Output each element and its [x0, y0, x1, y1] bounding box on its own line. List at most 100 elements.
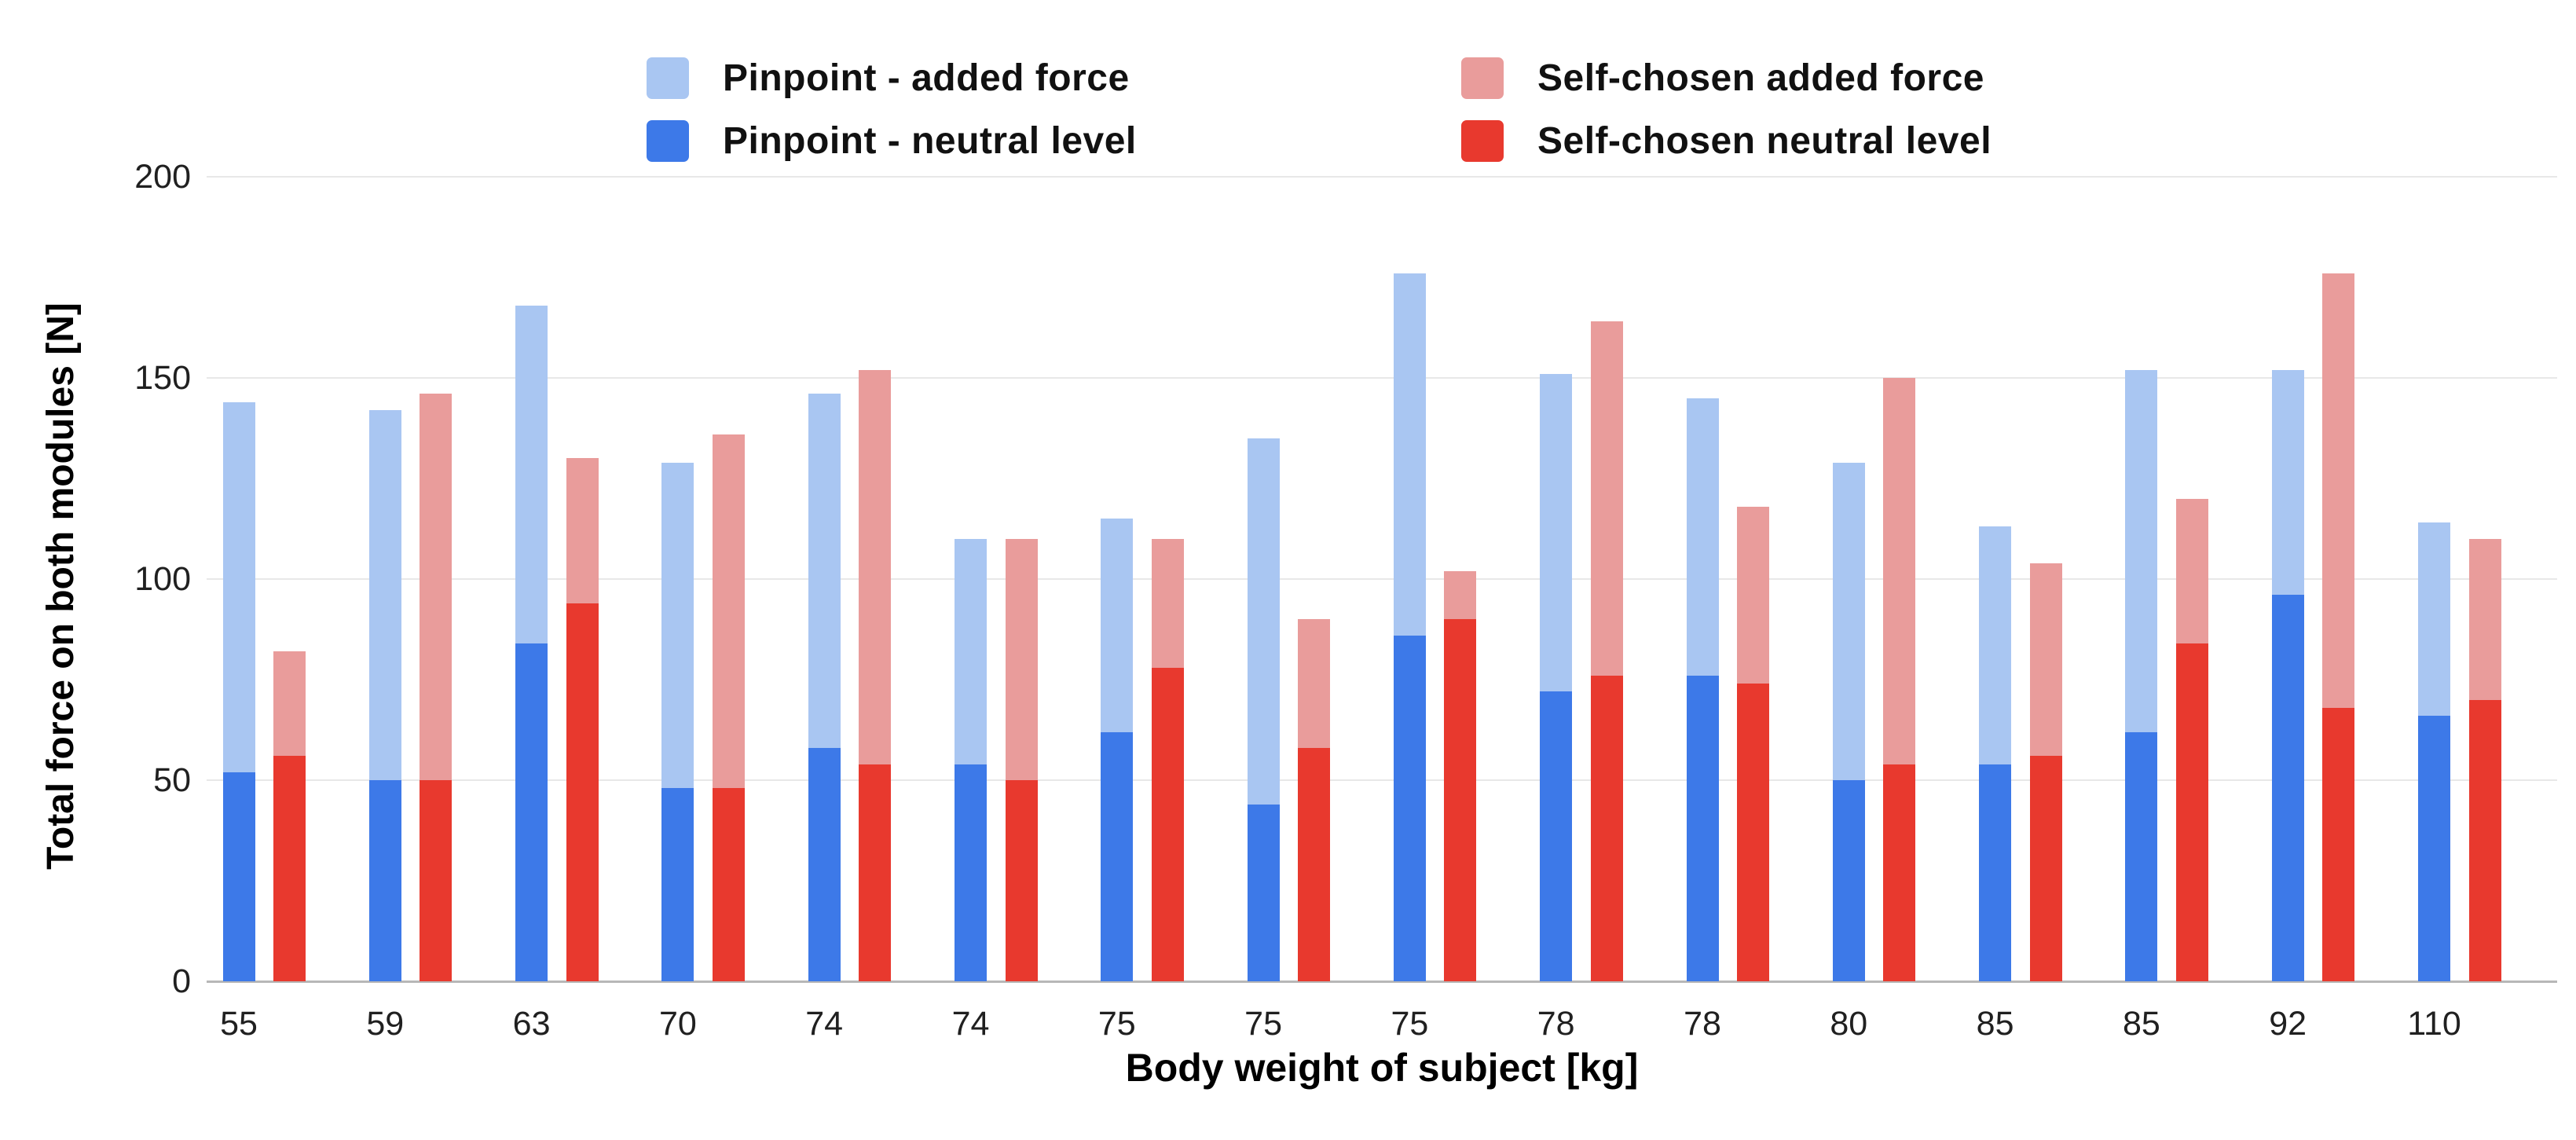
pinpoint-bar-neutral-segment — [2271, 595, 2304, 981]
pinpoint-bar-neutral-segment — [222, 772, 255, 981]
x-tick-label: 92 — [2269, 1005, 2307, 1043]
legend-label: Pinpoint - neutral level — [723, 120, 1137, 162]
selfchosen-bar — [273, 651, 306, 981]
pinpoint-bar — [2418, 522, 2450, 981]
pinpoint-bar-neutral-segment — [808, 748, 841, 981]
x-tick-label: 74 — [951, 1005, 990, 1043]
selfchosen-neutral-swatch — [1461, 120, 1504, 162]
pinpoint-bar-neutral-segment — [1393, 635, 1426, 981]
selfchosen-bar-neutral-segment — [1151, 667, 1184, 981]
y-tick-label: 200 — [134, 158, 191, 196]
selfchosen-bar-neutral-segment — [2322, 707, 2355, 981]
selfchosen-bar — [1151, 538, 1184, 981]
pinpoint-bar — [1540, 373, 1573, 981]
gridline — [207, 377, 2557, 379]
pinpoint-bar-neutral-segment — [1832, 779, 1865, 981]
pinpoint-bar-neutral-segment — [1247, 804, 1280, 981]
selfchosen-bar — [566, 458, 599, 981]
pinpoint-bar — [222, 401, 255, 981]
selfchosen-bar — [1444, 570, 1477, 981]
x-tick-label: 80 — [1830, 1005, 1868, 1043]
x-tick-label: 59 — [366, 1005, 405, 1043]
selfchosen-bar-neutral-segment — [1298, 748, 1331, 981]
selfchosen-bar-neutral-segment — [1883, 764, 1916, 981]
pinpoint-bar — [1832, 462, 1865, 981]
pinpoint-bar-neutral-segment — [955, 764, 987, 981]
x-tick-label: 70 — [658, 1005, 697, 1043]
pinpoint-bar — [2125, 369, 2158, 981]
pinpoint-neutral-swatch — [647, 120, 689, 162]
legend-label: Self-chosen neutral level — [1537, 120, 1992, 162]
pinpoint-bar-neutral-segment — [1979, 764, 2012, 981]
x-tick-label: 55 — [220, 1005, 258, 1043]
pinpoint-bar — [1686, 398, 1719, 981]
selfchosen-bar — [1005, 538, 1038, 981]
selfchosen-bar — [1298, 619, 1331, 981]
x-tick-label: 74 — [805, 1005, 844, 1043]
y-tick-label: 100 — [134, 560, 191, 598]
pinpoint-bar-neutral-segment — [2125, 731, 2158, 981]
selfchosen-bar-neutral-segment — [712, 788, 745, 981]
selfchosen-added-swatch — [1461, 57, 1504, 99]
x-tick-label: 78 — [1684, 1005, 1721, 1043]
pinpoint-added-swatch — [647, 57, 689, 99]
selfchosen-bar-neutral-segment — [566, 603, 599, 981]
pinpoint-bar-neutral-segment — [1686, 675, 1719, 981]
selfchosen-bar-neutral-segment — [1590, 675, 1623, 981]
selfchosen-bar-neutral-segment — [420, 779, 453, 981]
legend-label: Self-chosen added force — [1537, 57, 1984, 99]
pinpoint-bar-neutral-segment — [515, 643, 548, 981]
pinpoint-bar — [368, 409, 401, 981]
gridline — [207, 176, 2557, 178]
pinpoint-bar — [808, 394, 841, 981]
x-tick-label: 78 — [1537, 1005, 1575, 1043]
pinpoint-bar-neutral-segment — [1540, 691, 1573, 981]
x-tick-label: 85 — [1976, 1005, 2014, 1043]
selfchosen-bar — [712, 434, 745, 981]
selfchosen-bar-neutral-segment — [1444, 619, 1477, 981]
pinpoint-bar-neutral-segment — [661, 788, 694, 981]
pinpoint-bar — [661, 462, 694, 981]
pinpoint-bar — [1101, 519, 1134, 981]
pinpoint-bar — [1979, 526, 2012, 981]
x-tick-label: 75 — [1244, 1005, 1283, 1043]
selfchosen-bar — [1737, 506, 1769, 981]
x-tick-label: 75 — [1391, 1005, 1429, 1043]
gridline — [207, 578, 2557, 580]
selfchosen-bar-neutral-segment — [1737, 684, 1769, 981]
pinpoint-bar — [515, 305, 548, 981]
legend-item-pinpoint-neutral: Pinpoint - neutral level — [647, 119, 1137, 163]
x-axis-baseline — [207, 981, 2557, 983]
pinpoint-bar-neutral-segment — [1101, 731, 1134, 981]
legend-item-pinpoint-added: Pinpoint - added force — [647, 57, 1130, 100]
legend-item-selfchosen-neutral: Self-chosen neutral level — [1461, 119, 1992, 163]
pinpoint-bar-neutral-segment — [368, 779, 401, 981]
y-tick-label: 150 — [134, 359, 191, 397]
pinpoint-bar — [955, 538, 987, 981]
selfchosen-bar — [2175, 498, 2208, 981]
selfchosen-bar — [2322, 273, 2355, 981]
gridline — [207, 779, 2557, 781]
selfchosen-bar-neutral-segment — [2468, 699, 2501, 981]
selfchosen-bar-neutral-segment — [2029, 756, 2062, 981]
y-tick-label: 50 — [153, 761, 191, 799]
selfchosen-bar-neutral-segment — [2175, 643, 2208, 981]
selfchosen-bar — [1590, 321, 1623, 981]
selfchosen-bar — [859, 369, 892, 981]
pinpoint-bar — [1247, 438, 1280, 981]
selfchosen-bar — [420, 394, 453, 981]
selfchosen-bar-neutral-segment — [859, 764, 892, 981]
selfchosen-bar — [2468, 538, 2501, 981]
selfchosen-bar — [2029, 563, 2062, 981]
y-tick-label: 0 — [172, 962, 191, 1000]
selfchosen-bar-neutral-segment — [1005, 779, 1038, 981]
pinpoint-bar — [2271, 369, 2304, 981]
x-tick-label: 85 — [2122, 1005, 2160, 1043]
pinpoint-bar — [1393, 273, 1426, 981]
selfchosen-bar — [1883, 378, 1916, 981]
selfchosen-bar-neutral-segment — [273, 756, 306, 981]
legend-label: Pinpoint - added force — [723, 57, 1130, 99]
x-tick-label: 110 — [2407, 1005, 2461, 1043]
